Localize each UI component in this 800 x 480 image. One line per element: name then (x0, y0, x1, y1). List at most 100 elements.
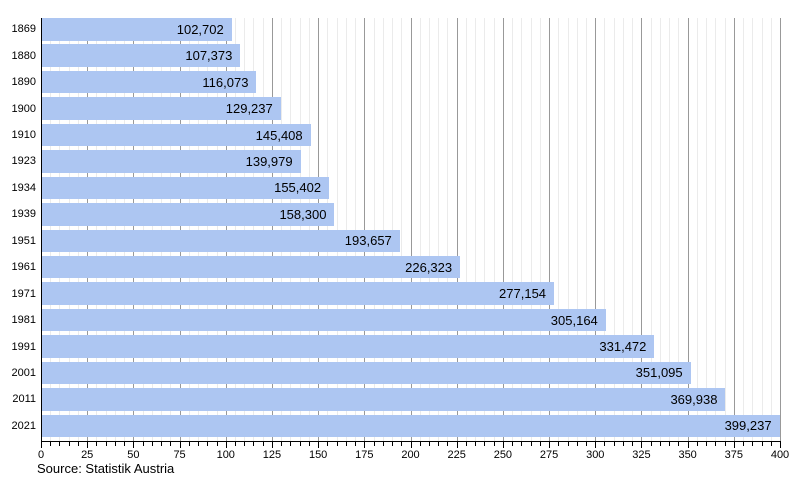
year-label: 1910 (11, 129, 36, 141)
x-axis-major-tick (410, 442, 412, 448)
bar-1981: 305,164 (42, 308, 606, 332)
gridline-minor (659, 18, 661, 441)
gridline-minor (752, 18, 754, 441)
x-axis-tick-label: 0 (37, 449, 45, 461)
gridline-minor (650, 18, 652, 441)
x-axis-minor-tick (308, 442, 310, 446)
bar-2001: 351,095 (42, 361, 691, 385)
year-label: 2001 (11, 366, 36, 379)
x-axis-minor-tick (493, 442, 495, 446)
gridline-major (595, 18, 597, 441)
x-axis-tick-label: 100 (216, 449, 235, 461)
x-axis-minor-tick (632, 442, 634, 446)
x-axis-minor-tick (669, 442, 671, 446)
x-axis-minor-tick (207, 442, 209, 446)
gridline-minor (622, 18, 624, 441)
gridline-minor (576, 18, 578, 441)
x-axis-minor-tick (613, 442, 615, 446)
bar-value-label: 139,979 (245, 153, 293, 169)
gridline-major (456, 18, 458, 441)
year-label: 2011 (12, 393, 36, 406)
x-axis-minor-tick (484, 442, 486, 446)
bar-1939: 158,300 (42, 203, 335, 226)
x-axis-major-tick (595, 442, 597, 448)
x-axis-minor-tick (715, 442, 717, 446)
x-axis-tick-label: 400 (770, 449, 790, 461)
x-axis-minor-tick (743, 442, 745, 446)
x-axis-minor-tick (770, 442, 772, 446)
x-axis-minor-tick (438, 442, 440, 446)
x-axis-minor-tick (567, 442, 569, 446)
x-axis-minor-tick (114, 442, 116, 446)
bar-value-label: 351,095 (635, 365, 683, 381)
gridline-minor (447, 18, 449, 441)
x-axis-minor-tick (401, 442, 403, 446)
x-axis-minor-tick (724, 442, 726, 446)
bar-1961: 226,323 (42, 255, 461, 279)
x-axis-major-tick (133, 442, 135, 448)
year-label: 1951 (11, 234, 36, 247)
bar-value-label: 399,237 (724, 418, 772, 434)
x-axis-minor-tick (336, 442, 338, 446)
gridline-minor (484, 18, 486, 441)
x-axis-major-tick (502, 442, 504, 448)
gridline-minor (428, 18, 430, 441)
gridline-minor (465, 18, 467, 441)
gridline-minor (512, 18, 514, 441)
gridline-minor (493, 18, 495, 441)
year-label: 1890 (11, 76, 36, 89)
bar-value-label: 226,323 (405, 259, 453, 275)
x-axis-tick-label: 300 (586, 449, 605, 461)
bar-1923: 139,979 (42, 150, 301, 173)
x-axis-minor-tick (558, 442, 560, 446)
x-axis-minor-tick (290, 442, 292, 446)
gridline-major (549, 18, 551, 441)
bar-value-label: 369,938 (670, 391, 718, 407)
gridline-major (641, 18, 643, 441)
gridline-minor (632, 18, 634, 441)
x-axis-minor-tick (59, 442, 61, 446)
x-axis-minor-tick (96, 442, 98, 446)
x-axis: 0 25 50 75 100 125 150 175 200 225 250 275 300 325 350… (37, 442, 791, 468)
x-axis-minor-tick (299, 442, 301, 446)
x-axis-minor-tick (392, 442, 394, 446)
x-axis-tick-label: 375 (724, 449, 743, 461)
bar-1890: 116,073 (42, 70, 257, 94)
x-axis-minor-tick (539, 442, 541, 446)
x-axis-tick-label: 25 (81, 449, 94, 461)
bar-value-label: 102,702 (176, 21, 224, 37)
x-axis-tick-label: 350 (678, 449, 697, 461)
x-axis-minor-tick (696, 442, 698, 446)
gridline-minor (586, 18, 587, 441)
x-axis-major-tick (318, 442, 320, 448)
year-label: 1991 (11, 340, 36, 353)
x-axis-minor-tick (50, 442, 52, 446)
y-axis-labels: 1869 1880 1890 1900 1910 1923 1934 1939 1951 1961… (0, 18, 36, 441)
bar-1910: 145,408 (42, 123, 311, 147)
gridline-minor (715, 18, 717, 441)
year-label: 1900 (11, 102, 36, 115)
gridline-minor (706, 18, 708, 441)
x-axis-minor-tick (234, 442, 236, 446)
x-axis-minor-tick (530, 442, 532, 446)
x-axis-minor-tick (373, 442, 375, 446)
bar-value-label: 116,073 (202, 74, 249, 90)
bar-value-label: 277,154 (499, 286, 547, 302)
x-axis-minor-tick (622, 442, 624, 446)
bar-1934: 155,402 (42, 176, 330, 200)
gridline-minor (770, 18, 772, 441)
bar-1900: 129,237 (42, 97, 281, 120)
x-axis-minor-tick (761, 442, 763, 446)
bar-value-label: 107,373 (185, 48, 233, 64)
year-label: 1934 (11, 181, 36, 194)
x-axis-minor-tick (198, 442, 200, 446)
gridline-minor (521, 18, 523, 441)
x-axis-major-tick (687, 442, 689, 448)
gridline-minor (558, 18, 560, 441)
year-label: 1880 (11, 49, 36, 62)
bar-1951: 193,657 (42, 229, 400, 252)
bar-value-label: 145,408 (255, 127, 303, 143)
bar-1991: 331,472 (42, 335, 655, 358)
x-axis-tick-label: 225 (447, 449, 466, 461)
